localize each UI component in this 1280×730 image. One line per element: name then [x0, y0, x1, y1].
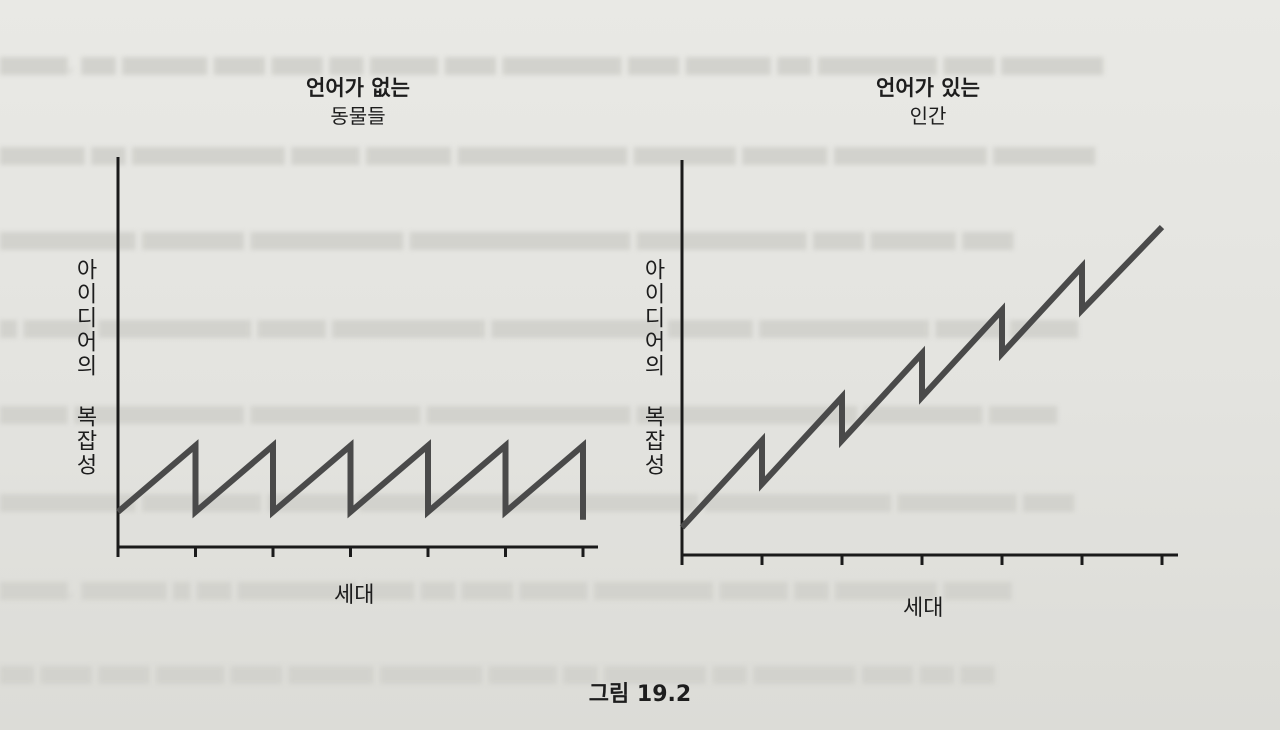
right-y-axis-label: 아이디어의 복잡성	[640, 258, 665, 477]
left-y-axis-label: 아이디어의 복잡성	[72, 258, 97, 477]
left-chart-title-line1: 언어가 없는	[306, 76, 410, 100]
left-x-axis-label: 세대	[334, 583, 375, 608]
right-series-line	[679, 225, 1165, 530]
right-x-axis-label: 세대	[903, 596, 944, 621]
left-chart-title: 언어가 없는 동물들	[208, 74, 508, 130]
left-series-line	[116, 439, 586, 520]
right-chart-subtitle: 인간	[909, 104, 947, 128]
right-chart-title-line1: 언어가 있는	[876, 76, 980, 100]
left-chart	[116, 157, 598, 557]
right-chart	[679, 160, 1178, 565]
right-chart-title: 언어가 있는 인간	[778, 74, 1078, 130]
figure-caption: 그림 19.2	[588, 682, 692, 707]
left-chart-subtitle: 동물들	[330, 104, 386, 128]
